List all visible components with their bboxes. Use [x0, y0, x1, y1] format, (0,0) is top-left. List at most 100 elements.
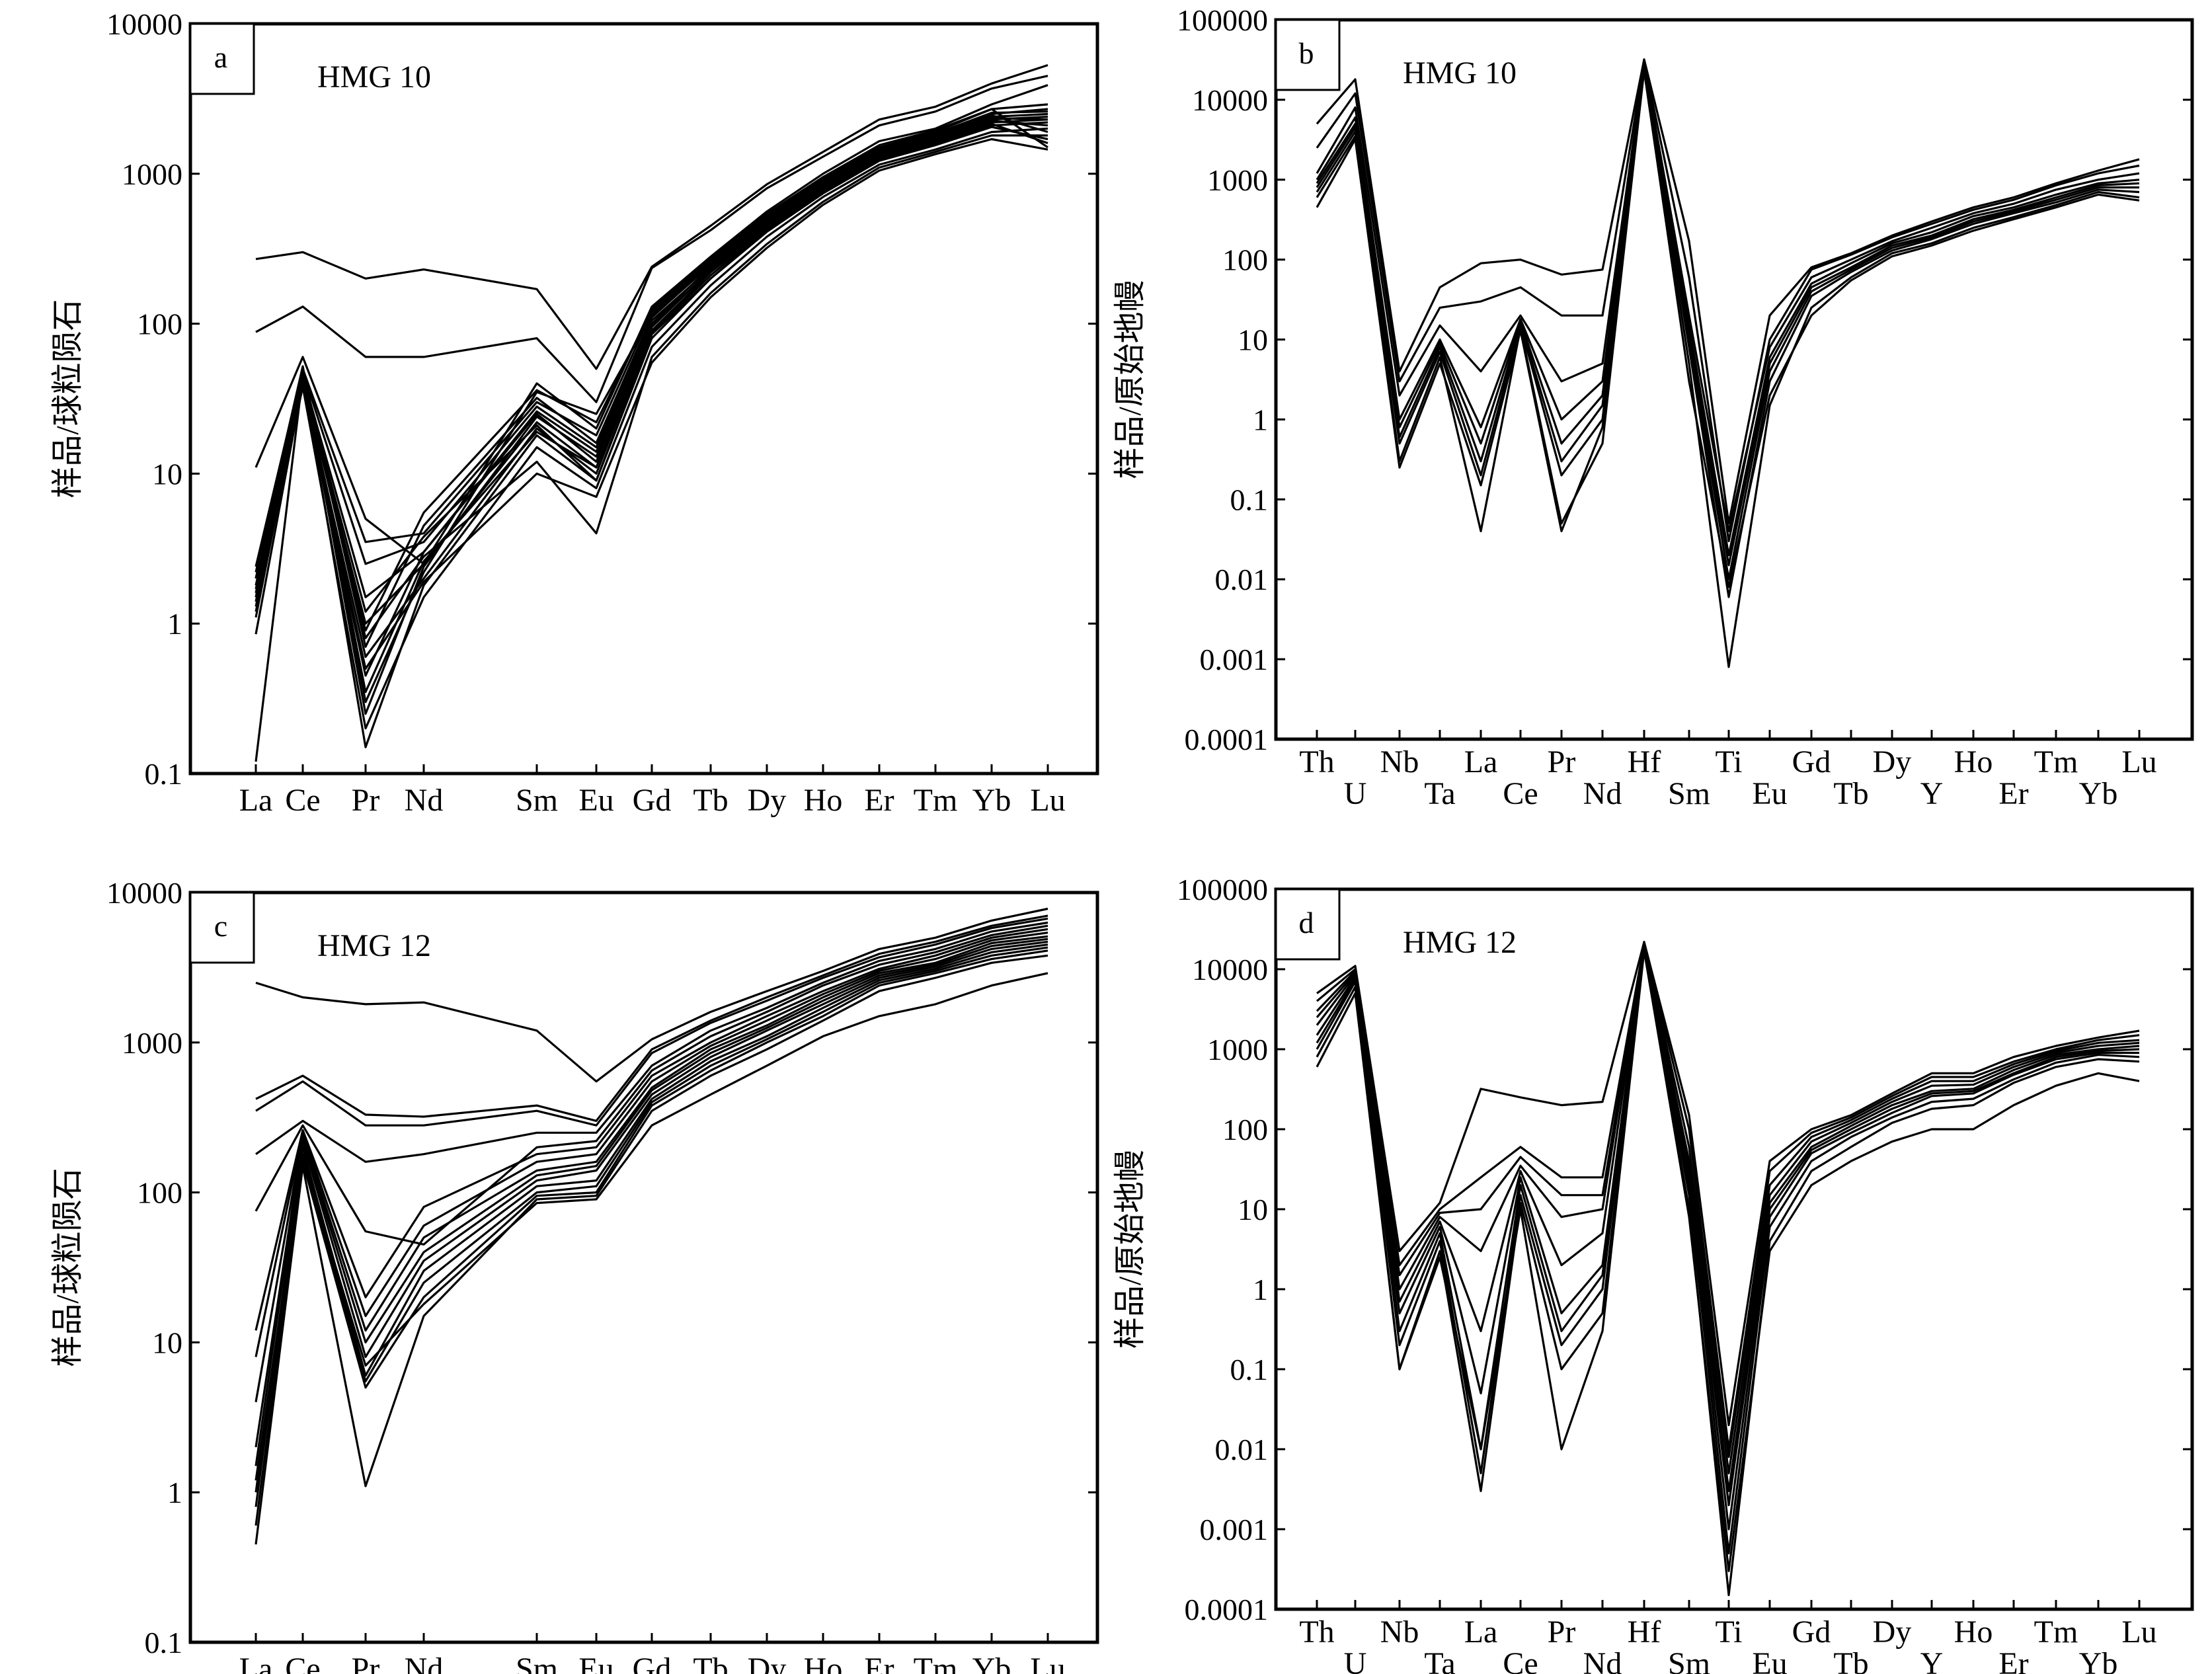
- x-tick-label-bottom-row: Eu: [1752, 776, 1787, 811]
- sample-name-label: HMG 12: [1403, 925, 1517, 960]
- y-tick-label: 0.0001: [1185, 723, 1269, 756]
- y-axis-label: 样品/球粒陨石: [50, 1168, 85, 1367]
- x-tick-label-top-row: Ti: [1716, 1614, 1743, 1650]
- y-tick-label: 10000: [106, 7, 182, 41]
- panel-c: 10000 1000 100 10 1 0.1 La Ce Pr Nd Sm Eu Gd Tb Dy Ho Er…: [50, 876, 1099, 1674]
- panel-id-label: c: [214, 909, 227, 943]
- x-tick-label: Gd: [633, 1652, 672, 1674]
- y-tick-label: 100: [1222, 1113, 1268, 1146]
- x-tick-label: Pr: [352, 783, 380, 818]
- x-tick-label-bottom-row: Yb: [2079, 1646, 2118, 1674]
- panel-id-label: a: [214, 40, 227, 74]
- series-line: [1316, 940, 2140, 1427]
- y-tick-label: 100: [137, 1176, 182, 1210]
- series-group: [255, 63, 1048, 762]
- x-tick-label: La: [239, 783, 273, 818]
- x-tick-label: Ho: [804, 783, 843, 818]
- series-line: [1316, 60, 2140, 543]
- series-line: [255, 935, 1048, 1402]
- x-tick-label: Tb: [693, 783, 728, 818]
- series-line: [1316, 945, 2140, 1492]
- sample-name-label: HMG 12: [317, 928, 431, 963]
- x-tick-label-top-row: Hf: [1628, 1614, 1661, 1650]
- y-tick-label: 100: [1222, 243, 1268, 277]
- y-tick-label: 1: [167, 1476, 182, 1509]
- panel-id-label: d: [1299, 906, 1314, 939]
- series-line: [255, 108, 1048, 632]
- series-line: [1316, 945, 2140, 1507]
- series-line: [1316, 63, 2140, 557]
- x-tick-label-bottom-row: Ce: [1503, 776, 1538, 811]
- panel-id-box: [189, 22, 255, 95]
- x-tick-label: Er: [864, 783, 894, 818]
- sample-name-label: HMG 10: [317, 60, 431, 95]
- series-line: [255, 949, 1048, 1526]
- y-tick-label: 0.001: [1200, 1513, 1269, 1546]
- y-tick-label: 10: [152, 1326, 182, 1359]
- series-line: [1316, 949, 2140, 1572]
- x-tick-label: Tm: [914, 1652, 958, 1674]
- y-axis-label: 样品/球粒陨石: [50, 299, 85, 498]
- sample-name-label: HMG 10: [1403, 56, 1517, 91]
- y-tick-label: 0.1: [1230, 483, 1269, 516]
- y-tick-label: 100000: [1177, 873, 1268, 906]
- x-tick-label-bottom-row: Tb: [1833, 776, 1868, 811]
- x-tick-label-bottom-row: Nd: [1583, 1646, 1622, 1674]
- series-line: [255, 921, 1048, 1163]
- panel-b: 100000 10000 1000 100 10 1 0.1 0.01 0.001 0.0001 T…: [1113, 3, 2194, 811]
- panel-a: 10000 1000 100 10 1 0.1 La Ce Pr Nd Sm Eu Gd Tb Dy Ho Er…: [50, 7, 1099, 818]
- x-tick-label-bottom-row: Er: [1998, 1646, 2028, 1674]
- series-line: [255, 120, 1048, 715]
- series-line: [1316, 61, 2140, 533]
- x-tick-label: La: [239, 1652, 273, 1674]
- x-tick-label-top-row: Dy: [1873, 744, 1912, 779]
- x-tick-label-bottom-row: Ce: [1503, 1646, 1538, 1674]
- x-tick-label-bottom-row: Nd: [1583, 776, 1622, 811]
- series-line: [255, 954, 1048, 1545]
- x-tick-label-bottom-row: Sm: [1668, 776, 1710, 811]
- x-tick-label-bottom-row: U: [1344, 1646, 1367, 1674]
- x-tick-label: Tm: [914, 783, 958, 818]
- series-line: [1316, 943, 2140, 1474]
- series-line: [255, 907, 1048, 1083]
- x-tick-label-bottom-row: Yb: [2079, 776, 2118, 811]
- y-tick-label: 10000: [1192, 83, 1268, 117]
- series-line: [255, 914, 1048, 1123]
- series-line: [255, 972, 1048, 1481]
- y-tick-label: 0.0001: [1185, 1593, 1269, 1626]
- series-line: [1316, 943, 2140, 1458]
- x-tick-label-top-row: La: [1464, 744, 1498, 779]
- y-tick-label: 1000: [122, 157, 182, 191]
- series-line: [255, 138, 1048, 670]
- y-tick-label: 0.1: [145, 1626, 183, 1659]
- x-tick-label-top-row: Th: [1299, 744, 1334, 779]
- x-tick-label-top-row: Lu: [2121, 1614, 2156, 1650]
- y-tick-label: 100000: [1177, 3, 1268, 37]
- series-line: [1316, 58, 2140, 525]
- series-group: [1316, 940, 2140, 1597]
- series-line: [255, 75, 1048, 403]
- series-line: [255, 122, 1048, 694]
- series-line: [255, 103, 1048, 567]
- panel-id-box: [1275, 19, 1341, 91]
- series-line: [255, 946, 1048, 1507]
- x-tick-label-bottom-row: Y: [1920, 776, 1944, 811]
- y-tick-label: 1000: [1207, 163, 1268, 197]
- x-tick-label-top-row: Lu: [2121, 744, 2156, 779]
- panel-id-box: [189, 891, 255, 964]
- series-line: [1316, 65, 2139, 580]
- x-tick-label: Eu: [578, 783, 613, 818]
- y-tick-label: 1: [1253, 1273, 1268, 1306]
- plot-frame: [1274, 887, 2194, 1611]
- series-line: [1316, 948, 2140, 1597]
- y-tick-label: 0.01: [1215, 1433, 1269, 1466]
- x-tick-label-bottom-row: Ta: [1424, 776, 1455, 811]
- series-line: [255, 928, 1048, 1331]
- y-tick-label: 10: [1238, 323, 1268, 357]
- x-tick-label: Dy: [748, 1652, 787, 1674]
- series-line: [255, 940, 1048, 1466]
- x-tick-label: Ce: [285, 1652, 320, 1674]
- series-line: [255, 114, 1048, 648]
- plot-frame: [1274, 18, 2194, 741]
